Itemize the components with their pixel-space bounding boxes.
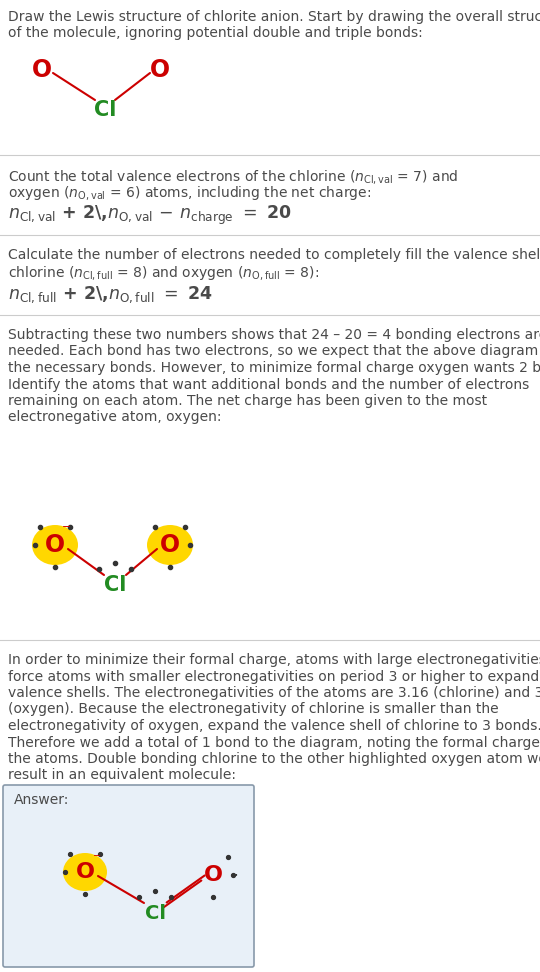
Text: In order to minimize their formal charge, atoms with large electronegativities c: In order to minimize their formal charge… [8,653,540,667]
Text: Count the total valence electrons of the chlorine ($n_{\mathrm{Cl,val}}$ = 7) an: Count the total valence electrons of the… [8,168,458,186]
Text: $^{-}$: $^{-}$ [61,524,71,538]
Ellipse shape [32,525,78,565]
Text: the atoms. Double bonding chlorine to the other highlighted oxygen atom would: the atoms. Double bonding chlorine to th… [8,752,540,766]
Text: oxygen ($n_{\mathrm{O,val}}$ = 6) atoms, including the net charge:: oxygen ($n_{\mathrm{O,val}}$ = 6) atoms,… [8,184,371,202]
Text: Therefore we add a total of 1 bond to the diagram, noting the formal charges of: Therefore we add a total of 1 bond to th… [8,736,540,749]
Text: valence shells. The electronegativities of the atoms are 3.16 (chlorine) and 3.4: valence shells. The electronegativities … [8,686,540,700]
Ellipse shape [63,853,107,891]
Text: O: O [150,58,170,82]
Text: of the molecule, ignoring potential double and triple bonds:: of the molecule, ignoring potential doub… [8,26,423,40]
Text: Cl: Cl [145,904,165,922]
Text: the necessary bonds. However, to minimize formal charge oxygen wants 2 bonds.: the necessary bonds. However, to minimiz… [8,361,540,375]
Text: O: O [204,865,222,885]
Text: $n_{\mathrm{Cl,val}}$ + 2\,$n_{\mathrm{O,val}}$ $-$ $n_{\mathrm{charge}}$ $=$ 20: $n_{\mathrm{Cl,val}}$ + 2\,$n_{\mathrm{O… [8,204,292,227]
Text: needed. Each bond has two electrons, so we expect that the above diagram has all: needed. Each bond has two electrons, so … [8,344,540,359]
Text: O: O [160,533,180,557]
Text: O: O [76,862,94,882]
Text: $n_{\mathrm{Cl,full}}$ + 2\,$n_{\mathrm{O,full}}$ $=$ 24: $n_{\mathrm{Cl,full}}$ + 2\,$n_{\mathrm{… [8,284,213,304]
Text: O: O [32,58,52,82]
Text: result in an equivalent molecule:: result in an equivalent molecule: [8,769,236,782]
Text: Subtracting these two numbers shows that 24 – 20 = 4 bonding electrons are: Subtracting these two numbers shows that… [8,328,540,342]
Text: $^{-}$: $^{-}$ [92,852,102,866]
Text: force atoms with smaller electronegativities on period 3 or higher to expand the: force atoms with smaller electronegativi… [8,670,540,683]
Ellipse shape [147,525,193,565]
Text: O: O [45,533,65,557]
Text: remaining on each atom. The net charge has been given to the most: remaining on each atom. The net charge h… [8,394,487,408]
FancyBboxPatch shape [3,785,254,967]
Text: chlorine ($n_{\mathrm{Cl,full}}$ = 8) and oxygen ($n_{\mathrm{O,full}}$ = 8):: chlorine ($n_{\mathrm{Cl,full}}$ = 8) an… [8,264,319,282]
Text: Draw the Lewis structure of chlorite anion. Start by drawing the overall structu: Draw the Lewis structure of chlorite ani… [8,10,540,24]
Text: Cl: Cl [94,100,116,120]
Text: Answer:: Answer: [14,793,69,807]
Text: Cl: Cl [104,575,126,595]
Text: Identify the atoms that want additional bonds and the number of electrons: Identify the atoms that want additional … [8,377,529,392]
Text: (oxygen). Because the electronegativity of chlorine is smaller than the: (oxygen). Because the electronegativity … [8,703,498,716]
Text: ⋅⋅: ⋅⋅ [229,867,239,883]
Text: Calculate the number of electrons needed to completely fill the valence shells f: Calculate the number of electrons needed… [8,248,540,262]
Text: electronegativity of oxygen, expand the valence shell of chlorine to 3 bonds.: electronegativity of oxygen, expand the … [8,719,540,733]
Text: electronegative atom, oxygen:: electronegative atom, oxygen: [8,410,221,425]
